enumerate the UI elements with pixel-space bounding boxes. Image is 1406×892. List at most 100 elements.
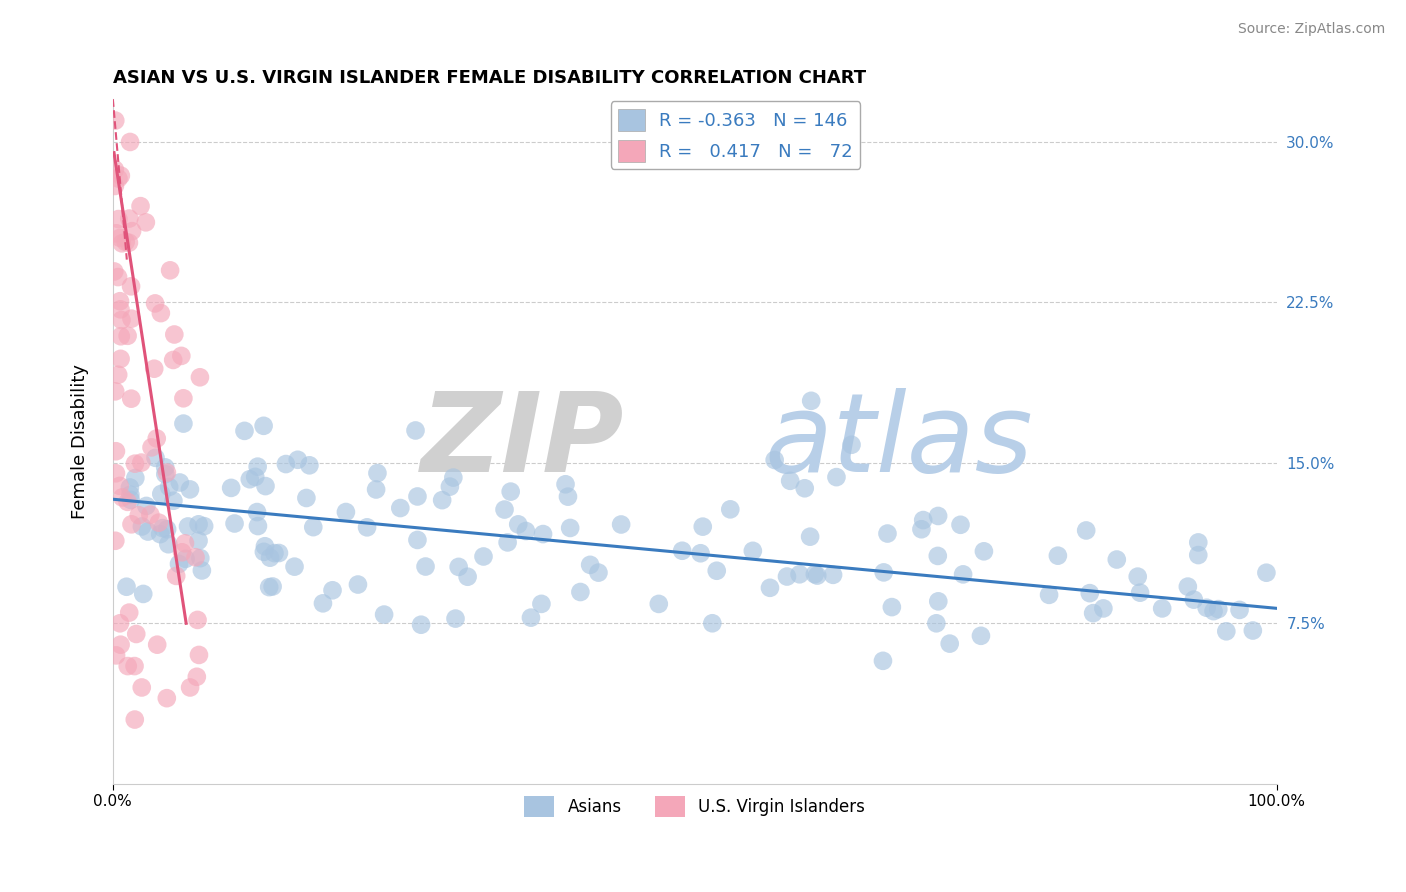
Point — [107, 368, 129, 382]
Point — [927, 594, 949, 608]
Point — [1126, 569, 1149, 583]
Point — [104, 444, 127, 458]
Point — [107, 212, 129, 227]
Point — [1187, 548, 1209, 562]
Point — [131, 519, 153, 533]
Point — [876, 526, 898, 541]
Point — [579, 558, 602, 572]
Point — [163, 327, 186, 342]
Point — [169, 475, 191, 490]
Point — [262, 580, 284, 594]
Point — [187, 517, 209, 532]
Point — [409, 617, 432, 632]
Point — [184, 550, 207, 565]
Point — [124, 471, 146, 485]
Point — [131, 681, 153, 695]
Point — [253, 545, 276, 559]
Point — [143, 361, 166, 376]
Point — [925, 616, 948, 631]
Point — [135, 499, 157, 513]
Point — [1177, 580, 1199, 594]
Point — [155, 460, 177, 475]
Point — [912, 513, 935, 527]
Point — [1256, 566, 1278, 580]
Point — [499, 484, 522, 499]
Point — [121, 517, 143, 532]
Point — [111, 491, 134, 505]
Point — [706, 564, 728, 578]
Point — [648, 597, 671, 611]
Point — [170, 349, 193, 363]
Point — [841, 438, 863, 452]
Point — [366, 466, 388, 480]
Point — [295, 491, 318, 505]
Point — [430, 493, 453, 508]
Point — [741, 544, 763, 558]
Point — [110, 638, 132, 652]
Point — [1206, 602, 1229, 616]
Point — [187, 613, 209, 627]
Point — [104, 178, 127, 193]
Point — [253, 539, 276, 553]
Point — [671, 543, 693, 558]
Point — [155, 467, 177, 482]
Point — [910, 522, 932, 536]
Point — [156, 522, 179, 536]
Point — [141, 441, 163, 455]
Point — [188, 370, 211, 384]
Point — [148, 516, 170, 530]
Point — [560, 521, 582, 535]
Point — [283, 559, 305, 574]
Point — [759, 581, 782, 595]
Point — [520, 610, 543, 624]
Point — [149, 306, 172, 320]
Point — [121, 224, 143, 238]
Point — [118, 480, 141, 494]
Point — [114, 235, 136, 249]
Point — [118, 606, 141, 620]
Point — [364, 483, 387, 497]
Point — [110, 351, 132, 366]
Point — [1241, 624, 1264, 638]
Point — [457, 570, 479, 584]
Point — [117, 659, 139, 673]
Point — [254, 479, 277, 493]
Point — [108, 294, 131, 309]
Point — [174, 536, 197, 550]
Point — [107, 270, 129, 285]
Point — [1105, 552, 1128, 566]
Point — [187, 533, 209, 548]
Point — [105, 227, 128, 241]
Point — [219, 481, 242, 495]
Point — [1092, 601, 1115, 615]
Point — [172, 417, 194, 431]
Point — [439, 480, 461, 494]
Point — [157, 537, 180, 551]
Point — [145, 432, 167, 446]
Point — [186, 670, 208, 684]
Point — [110, 169, 132, 183]
Point — [1202, 604, 1225, 618]
Point — [763, 453, 786, 467]
Point — [177, 519, 200, 533]
Point — [104, 533, 127, 548]
Point — [120, 392, 142, 406]
Point — [246, 505, 269, 519]
Point — [246, 519, 269, 533]
Point — [569, 585, 592, 599]
Point — [103, 264, 125, 278]
Point — [389, 501, 412, 516]
Point — [406, 490, 429, 504]
Point — [588, 566, 610, 580]
Text: Source: ZipAtlas.com: Source: ZipAtlas.com — [1237, 22, 1385, 37]
Point — [245, 470, 267, 484]
Point — [799, 530, 821, 544]
Point — [312, 596, 335, 610]
Point — [496, 535, 519, 549]
Point — [718, 502, 741, 516]
Point — [1182, 592, 1205, 607]
Point — [938, 637, 960, 651]
Point — [104, 113, 127, 128]
Point — [1152, 601, 1174, 615]
Point — [356, 520, 378, 534]
